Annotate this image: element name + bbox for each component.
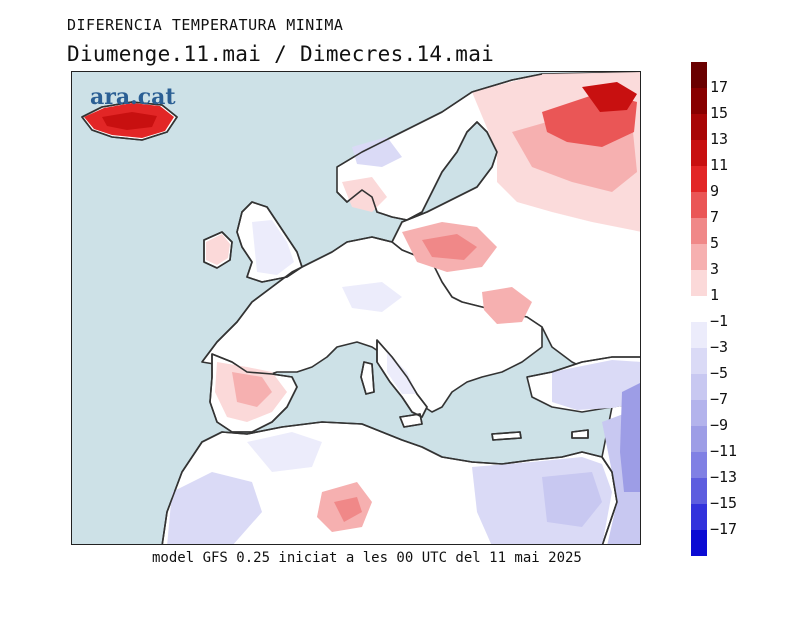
- legend-tick-label: 15: [710, 104, 729, 122]
- legend-tick-label: −1: [710, 312, 729, 330]
- legend-tick-label: −5: [710, 364, 729, 382]
- legend-swatch-warm: [691, 88, 707, 114]
- cold-field-maghreb: [247, 432, 322, 472]
- legend-tick-label: −15: [710, 494, 738, 512]
- legend-tick-label: 3: [710, 260, 720, 278]
- legend-swatch-cold: [691, 348, 707, 374]
- warm-field-poland-core: [422, 234, 477, 260]
- legend-tick-label: 5: [710, 234, 720, 252]
- legend-swatch-cold: [691, 478, 707, 504]
- legend-swatch-warm: [691, 140, 707, 166]
- warm-field-baltic: [342, 177, 387, 212]
- legend-tick-label: 11: [710, 156, 729, 174]
- legend-swatch-cold: [691, 426, 707, 452]
- legend-swatch-warm: [691, 114, 707, 140]
- legend-swatch-warm: [691, 192, 707, 218]
- legend-swatch-warm: [691, 244, 707, 270]
- legend-swatch-cold: [691, 322, 707, 348]
- legend-tick-label: 9: [710, 182, 720, 200]
- cold-field-turkey: [552, 360, 640, 410]
- legend-swatch-warm: [691, 62, 707, 88]
- cold-field-uk: [252, 220, 294, 275]
- legend-tick-label: −3: [710, 338, 729, 356]
- coastline-layer: [81, 73, 640, 544]
- legend-swatch-cold: [691, 374, 707, 400]
- legend-swatch-warm: [691, 218, 707, 244]
- legend-swatch-warm: [691, 166, 707, 192]
- legend-tick-label: −13: [710, 468, 738, 486]
- cold-field-egypt-core: [542, 472, 602, 527]
- legend-tick-label: −7: [710, 390, 729, 408]
- warm-field-east-peak: [582, 82, 637, 112]
- legend-tick-label: 17: [710, 78, 729, 96]
- cold-anomaly-layer: [167, 137, 640, 544]
- legend-swatch-warm: [691, 270, 707, 296]
- temperature-difference-map: ara.cat: [71, 71, 641, 545]
- cold-field-italy: [387, 352, 417, 394]
- model-run-caption: model GFS 0.25 iniciat a les 00 UTC del …: [152, 550, 582, 566]
- map-canvas: [81, 72, 640, 544]
- warm-anomaly-layer: [84, 72, 640, 532]
- legend-swatch-cold: [691, 504, 707, 530]
- cold-field-algeria: [167, 472, 262, 544]
- legend-tick-label: −9: [710, 416, 729, 434]
- warm-field-africa-core: [334, 497, 362, 522]
- cold-field-norway: [352, 137, 402, 167]
- legend-swatch-cold: [691, 400, 707, 426]
- legend-swatch-neutral: [691, 296, 707, 322]
- legend-swatch-cold: [691, 530, 707, 556]
- map-title: Diumenge.11.mai / Dimecres.14.mai: [67, 42, 495, 66]
- warm-field-iberia-core: [232, 372, 272, 407]
- legend-tick-label: 1: [710, 286, 720, 304]
- cold-field-middle-east-core: [620, 383, 640, 492]
- legend-swatch-cold: [691, 452, 707, 478]
- warm-field-ireland: [206, 234, 230, 265]
- cold-field-alps: [342, 282, 402, 312]
- legend-tick-label: −17: [710, 520, 738, 538]
- aracat-logo: ara.cat: [90, 84, 176, 110]
- warm-field-balkans: [482, 287, 532, 324]
- legend-tick-label: 7: [710, 208, 720, 226]
- legend-tick-label: 13: [710, 130, 729, 148]
- legend-tick-label: −11: [710, 442, 738, 460]
- warm-field-iceland-core: [102, 112, 157, 130]
- map-subtitle: DIFERENCIA TEMPERATURA MINIMA: [67, 16, 344, 34]
